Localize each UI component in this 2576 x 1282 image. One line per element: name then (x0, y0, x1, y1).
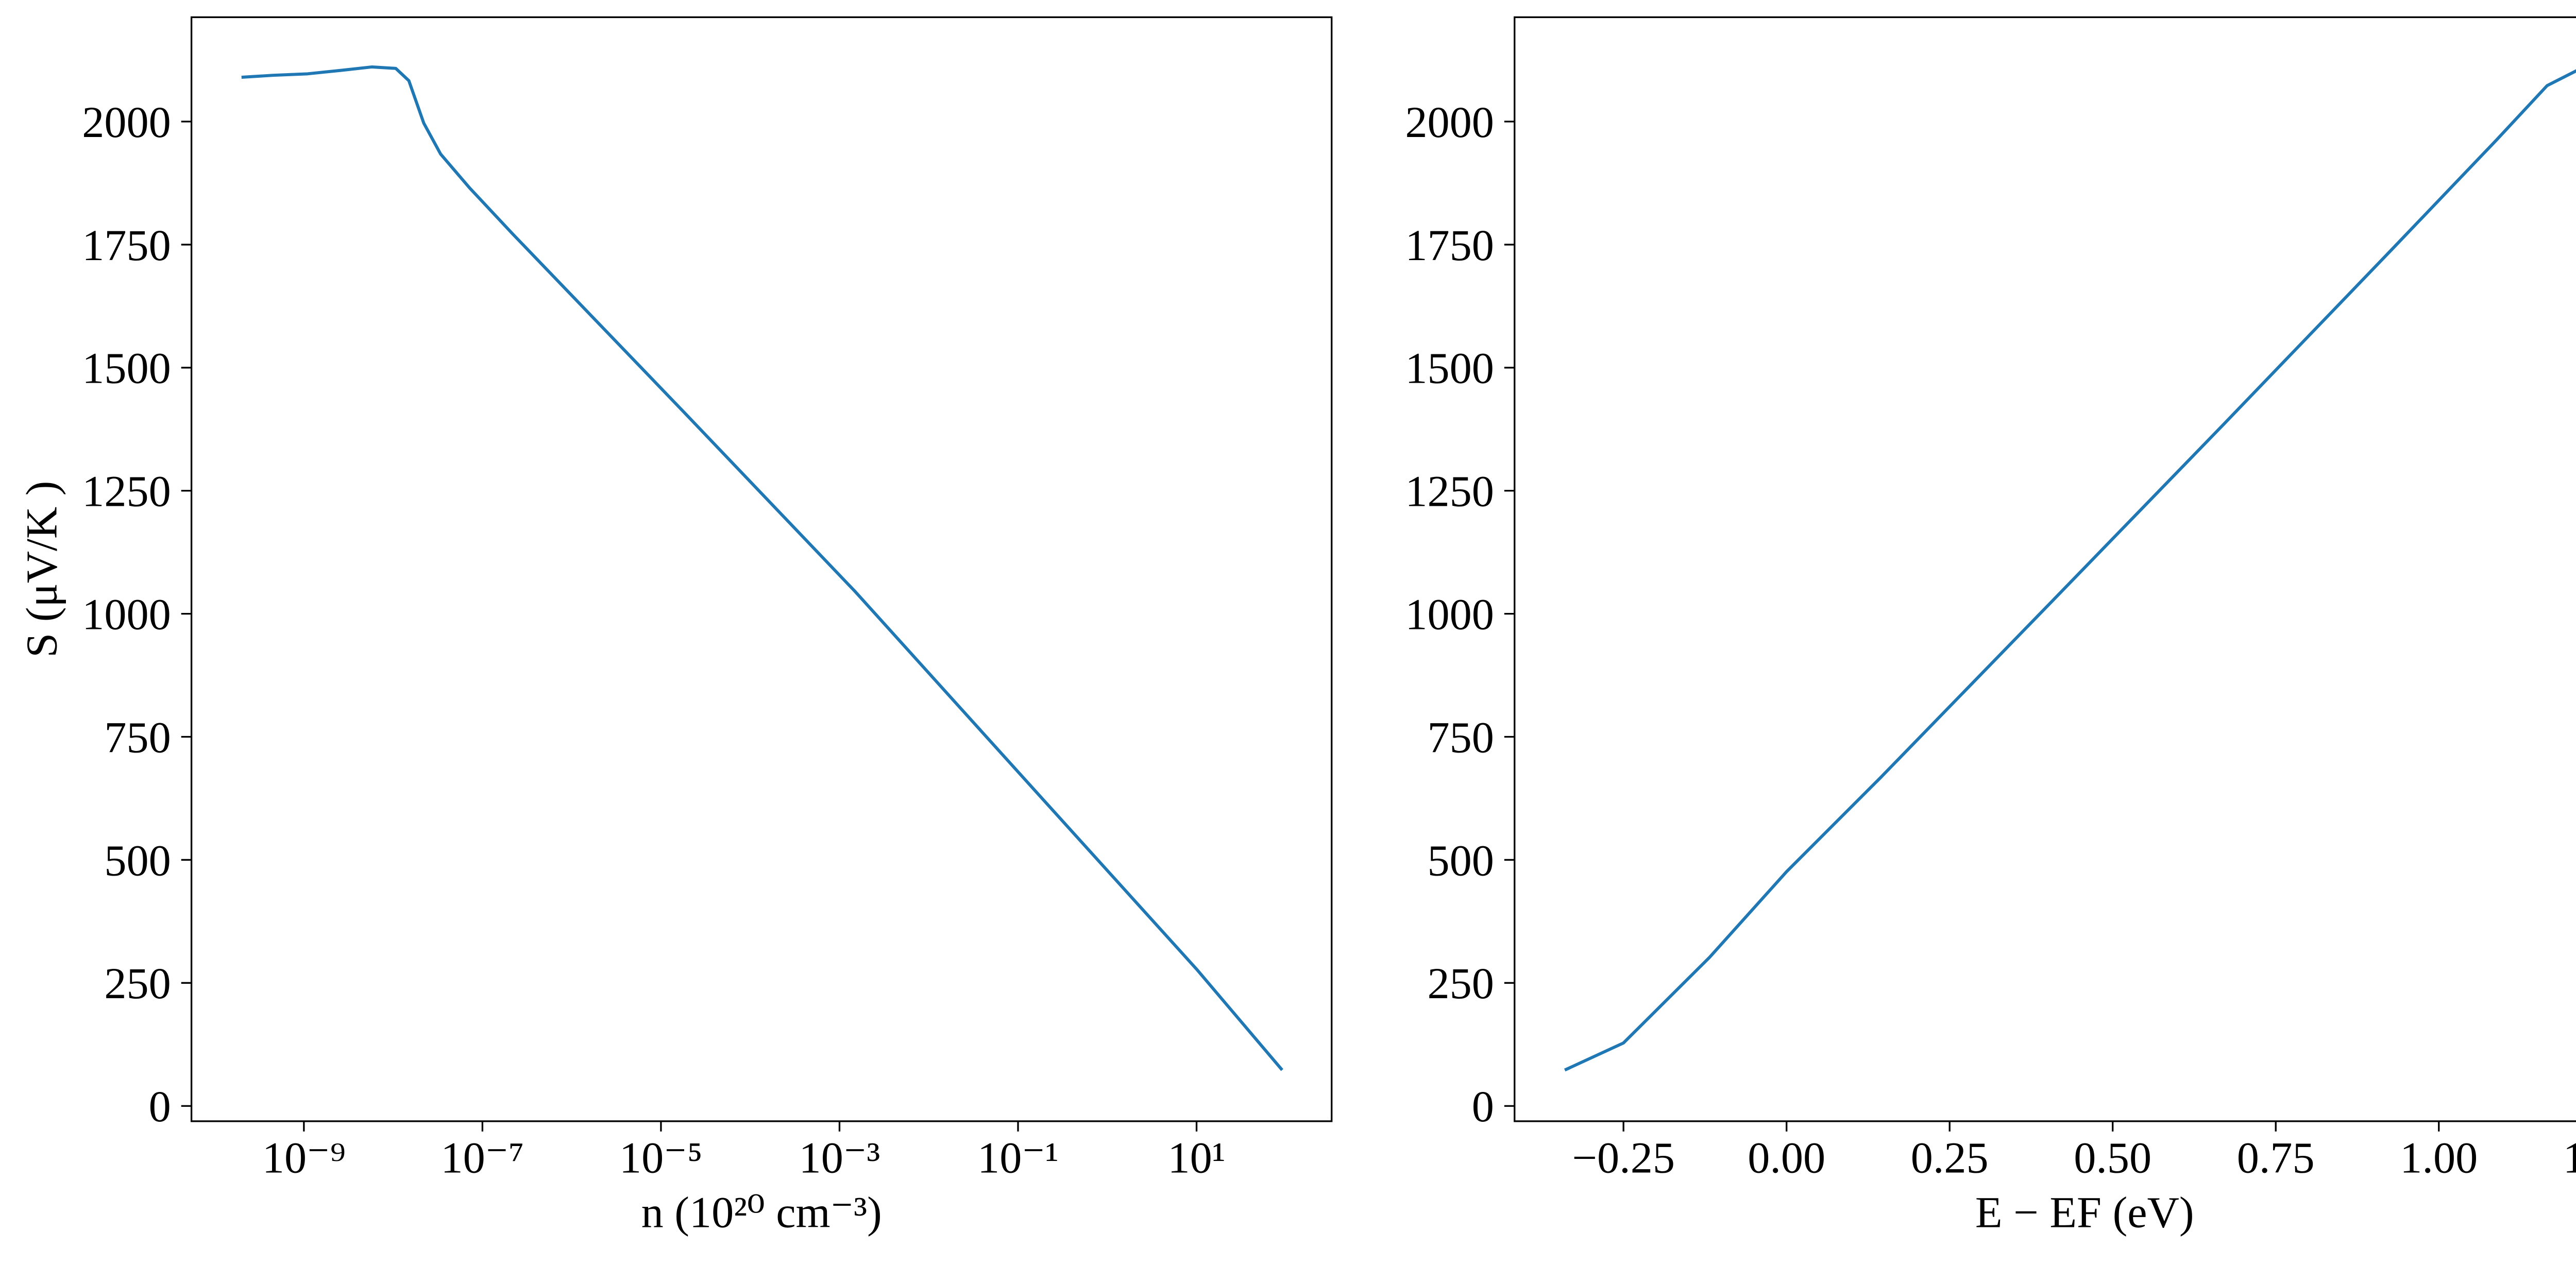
x-tick-label: 10¹ (1167, 1133, 1225, 1182)
x-tick-label: 0.50 (2074, 1133, 2151, 1182)
x-tick-label: 0.00 (1748, 1133, 1825, 1182)
y-tick-label: 2000 (1405, 97, 1494, 147)
y-tick-label: 500 (104, 835, 171, 885)
x-tick-label: 0.75 (2237, 1133, 2315, 1182)
y-tick-label: 0 (149, 1082, 171, 1131)
y-tick-label: 1750 (82, 220, 171, 270)
plot-frame (1514, 16, 2576, 1122)
y-tick-label: 250 (1428, 959, 1494, 1008)
x-axis-label: n (10²⁰ cm⁻³) (641, 1188, 882, 1237)
y-tick-label: 1250 (1405, 467, 1494, 516)
y-tick-label: 1750 (1405, 220, 1494, 270)
x-axis-label: E − EF (eV) (1975, 1188, 2194, 1237)
y-tick-label: 0 (1472, 1082, 1494, 1131)
x-tick-label: −0.25 (1572, 1133, 1675, 1182)
x-tick-label: 10⁻⁹ (262, 1133, 346, 1182)
x-tick-label: 10⁻³ (799, 1133, 880, 1182)
y-tick-label: 1500 (82, 344, 171, 393)
plot-frame (190, 16, 1333, 1122)
y-axis-label: S (μV/K ) (16, 481, 66, 657)
y-tick-label: 1500 (1405, 344, 1494, 393)
x-tick-label: 10⁻⁷ (440, 1133, 524, 1182)
x-tick-label: 0.25 (1911, 1133, 1989, 1182)
y-tick-label: 1000 (82, 589, 171, 639)
y-tick-label: 250 (104, 959, 171, 1008)
y-tick-label: 1250 (82, 467, 171, 516)
x-tick-label: 10⁻¹ (977, 1133, 1059, 1182)
y-tick-label: 1000 (1405, 589, 1494, 639)
y-tick-label: 750 (104, 712, 171, 762)
x-tick-label: 1.25 (2563, 1133, 2576, 1182)
y-tick-label: 2000 (82, 97, 171, 147)
x-tick-label: 10⁻⁵ (619, 1133, 703, 1182)
data-line (1564, 69, 2576, 1072)
x-tick-label: 1.00 (2400, 1133, 2478, 1182)
y-tick-label: 500 (1428, 835, 1494, 885)
data-line (241, 65, 1283, 1071)
y-tick-label: 750 (1428, 712, 1494, 762)
